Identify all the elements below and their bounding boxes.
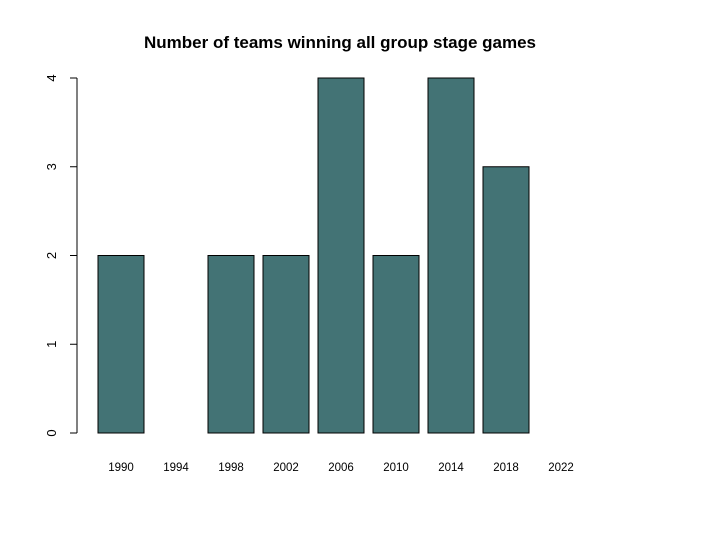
bar-1990: [97, 255, 145, 434]
x-tick-label-1998: 1998: [218, 462, 244, 474]
bar-1998: [207, 255, 255, 434]
chart-title: Number of teams winning all group stage …: [144, 33, 536, 52]
x-tick-label-2010: 2010: [383, 462, 409, 474]
y-tick-label: 3: [44, 163, 59, 170]
x-tick-label-2014: 2014: [438, 462, 464, 474]
y-tick-label: 4: [44, 74, 59, 81]
x-tick-label-2022: 2022: [548, 462, 574, 474]
bar-2014: [427, 77, 475, 434]
bar-2006: [317, 77, 365, 434]
y-tick-label: 1: [44, 341, 59, 348]
bar-2018: [482, 166, 530, 434]
y-tick-label: 2: [44, 252, 59, 259]
bar-2002: [262, 255, 310, 434]
y-tick-label: 0: [44, 429, 59, 436]
x-tick-label-2018: 2018: [493, 462, 519, 474]
x-tick-label-1990: 1990: [108, 462, 134, 474]
x-tick-label-2006: 2006: [328, 462, 354, 474]
x-tick-label-2002: 2002: [273, 462, 299, 474]
x-axis-labels: 1990 1994 1998 2002 2006 2010 2014 2018 2022: [108, 462, 574, 474]
y-axis: 0 1 2 3 4: [44, 74, 78, 437]
bar-2010: [372, 255, 420, 434]
bars-group: [97, 77, 530, 434]
x-tick-label-1994: 1994: [163, 462, 189, 474]
